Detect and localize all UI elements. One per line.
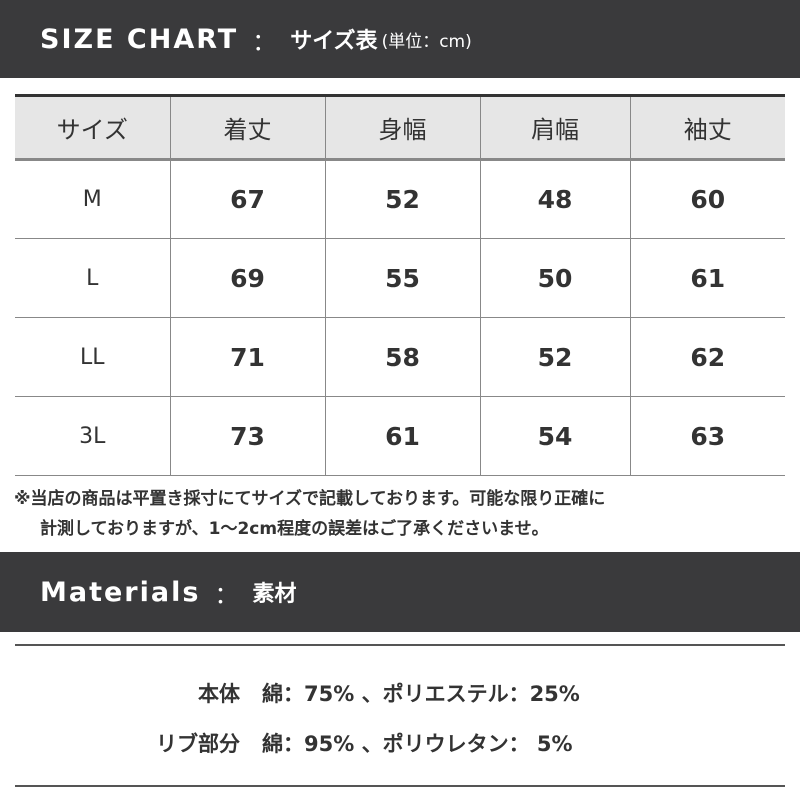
value-cell: 50 xyxy=(479,238,631,318)
value-cell: 58 xyxy=(324,317,481,397)
value-cell: 52 xyxy=(324,159,481,239)
table-row: LL 71 58 52 62 xyxy=(15,317,785,397)
size-cell: L xyxy=(15,238,171,318)
material-value: 綿：75% 、ポリエステル：25% xyxy=(262,682,580,706)
table-row: 3L 73 61 54 63 xyxy=(15,396,785,476)
table-row: L 69 55 50 61 xyxy=(15,238,785,318)
separator: ： xyxy=(214,580,239,609)
material-value: 綿：95% 、ポリウレタン： 5% xyxy=(262,732,573,756)
size-chart-title-en: SIZE CHART xyxy=(40,23,239,55)
value-cell: 69 xyxy=(169,238,326,318)
material-row: 本体 綿：75% 、ポリエステル：25% xyxy=(0,678,800,708)
column-header: サイズ xyxy=(15,95,171,161)
unit-label: (単位：cm) xyxy=(381,31,472,52)
value-cell: 67 xyxy=(169,159,326,239)
value-cell: 52 xyxy=(479,317,631,397)
value-cell: 48 xyxy=(479,159,631,239)
measurement-note: ※当店の商品は平置き採寸にてサイズで記載しております。可能な限り正確に 計測して… xyxy=(14,484,605,544)
divider xyxy=(15,644,785,646)
size-cell: 3L xyxy=(15,396,171,476)
value-cell: 60 xyxy=(629,159,785,239)
value-cell: 73 xyxy=(169,396,326,476)
size-cell: LL xyxy=(15,317,171,397)
table-row: M 67 52 48 60 xyxy=(15,159,785,239)
size-chart-title-jp: サイズ表 xyxy=(290,29,378,54)
table-header-row: サイズ 着丈 身幅 肩幅 袖丈 xyxy=(15,95,785,161)
value-cell: 63 xyxy=(629,396,785,476)
material-part: リブ部分 xyxy=(156,732,240,756)
size-chart-header: SIZE CHART ： サイズ表 (単位：cm) xyxy=(0,0,800,78)
size-cell: M xyxy=(15,159,171,239)
value-cell: 61 xyxy=(324,396,481,476)
materials-header: Materials ： 素材 xyxy=(0,552,800,632)
value-cell: 62 xyxy=(629,317,785,397)
value-cell: 55 xyxy=(324,238,481,318)
material-part: 本体 xyxy=(198,682,240,706)
size-table: サイズ 着丈 身幅 肩幅 袖丈 M 67 52 48 60 L 69 55 50… xyxy=(15,94,785,476)
materials-title-jp: 素材 xyxy=(252,582,297,607)
value-cell: 61 xyxy=(629,238,785,318)
note-line: 計測しておりますが、1〜2cm程度の誤差はご了承くださいませ。 xyxy=(40,519,549,539)
divider xyxy=(15,785,785,787)
note-line: ※当店の商品は平置き採寸にてサイズで記載しております。可能な限り正確に xyxy=(14,489,606,509)
value-cell: 71 xyxy=(169,317,326,397)
value-cell: 54 xyxy=(479,396,631,476)
separator: ： xyxy=(252,27,277,56)
material-row: リブ部分 綿：95% 、ポリウレタン： 5% xyxy=(0,728,800,758)
column-header: 肩幅 xyxy=(479,95,631,161)
materials-title-en: Materials xyxy=(40,576,201,608)
column-header: 袖丈 xyxy=(629,95,785,161)
column-header: 身幅 xyxy=(324,95,481,161)
column-header: 着丈 xyxy=(169,95,326,161)
